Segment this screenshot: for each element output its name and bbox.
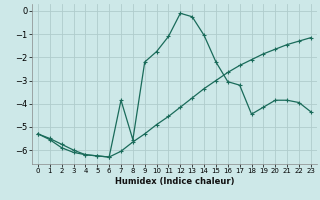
X-axis label: Humidex (Indice chaleur): Humidex (Indice chaleur): [115, 177, 234, 186]
